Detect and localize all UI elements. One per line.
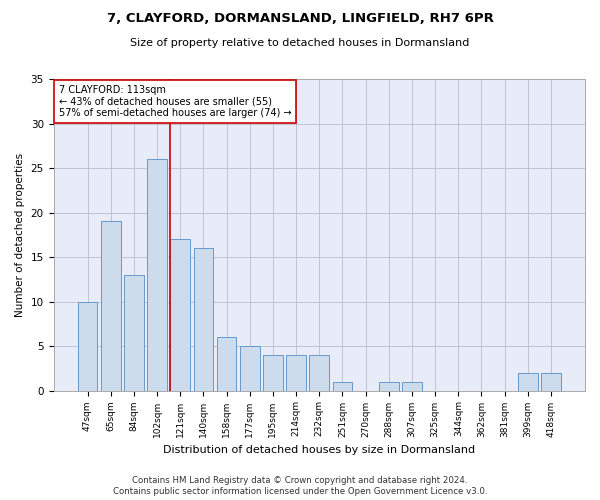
Bar (518, 373, 538, 390)
Bar (263, 355, 283, 390)
Text: Contains public sector information licensed under the Open Government Licence v3: Contains public sector information licen… (113, 487, 487, 496)
Bar (332, 382, 352, 390)
X-axis label: Distribution of detached houses by size in Dormansland: Distribution of detached houses by size … (163, 445, 475, 455)
Bar (217, 337, 236, 390)
Bar (170, 239, 190, 390)
Bar (77, 302, 97, 390)
Bar (124, 275, 144, 390)
Bar (286, 355, 306, 390)
Bar (379, 382, 398, 390)
Bar (402, 382, 422, 390)
Bar (101, 222, 121, 390)
Text: 7 CLAYFORD: 113sqm
← 43% of detached houses are smaller (55)
57% of semi-detache: 7 CLAYFORD: 113sqm ← 43% of detached hou… (59, 85, 292, 118)
Bar (147, 159, 167, 390)
Bar (194, 248, 213, 390)
Text: Size of property relative to detached houses in Dormansland: Size of property relative to detached ho… (130, 38, 470, 48)
Bar (541, 373, 561, 390)
Text: Contains HM Land Registry data © Crown copyright and database right 2024.: Contains HM Land Registry data © Crown c… (132, 476, 468, 485)
Y-axis label: Number of detached properties: Number of detached properties (15, 152, 25, 317)
Bar (310, 355, 329, 390)
Text: 7, CLAYFORD, DORMANSLAND, LINGFIELD, RH7 6PR: 7, CLAYFORD, DORMANSLAND, LINGFIELD, RH7… (107, 12, 493, 26)
Bar (240, 346, 260, 391)
